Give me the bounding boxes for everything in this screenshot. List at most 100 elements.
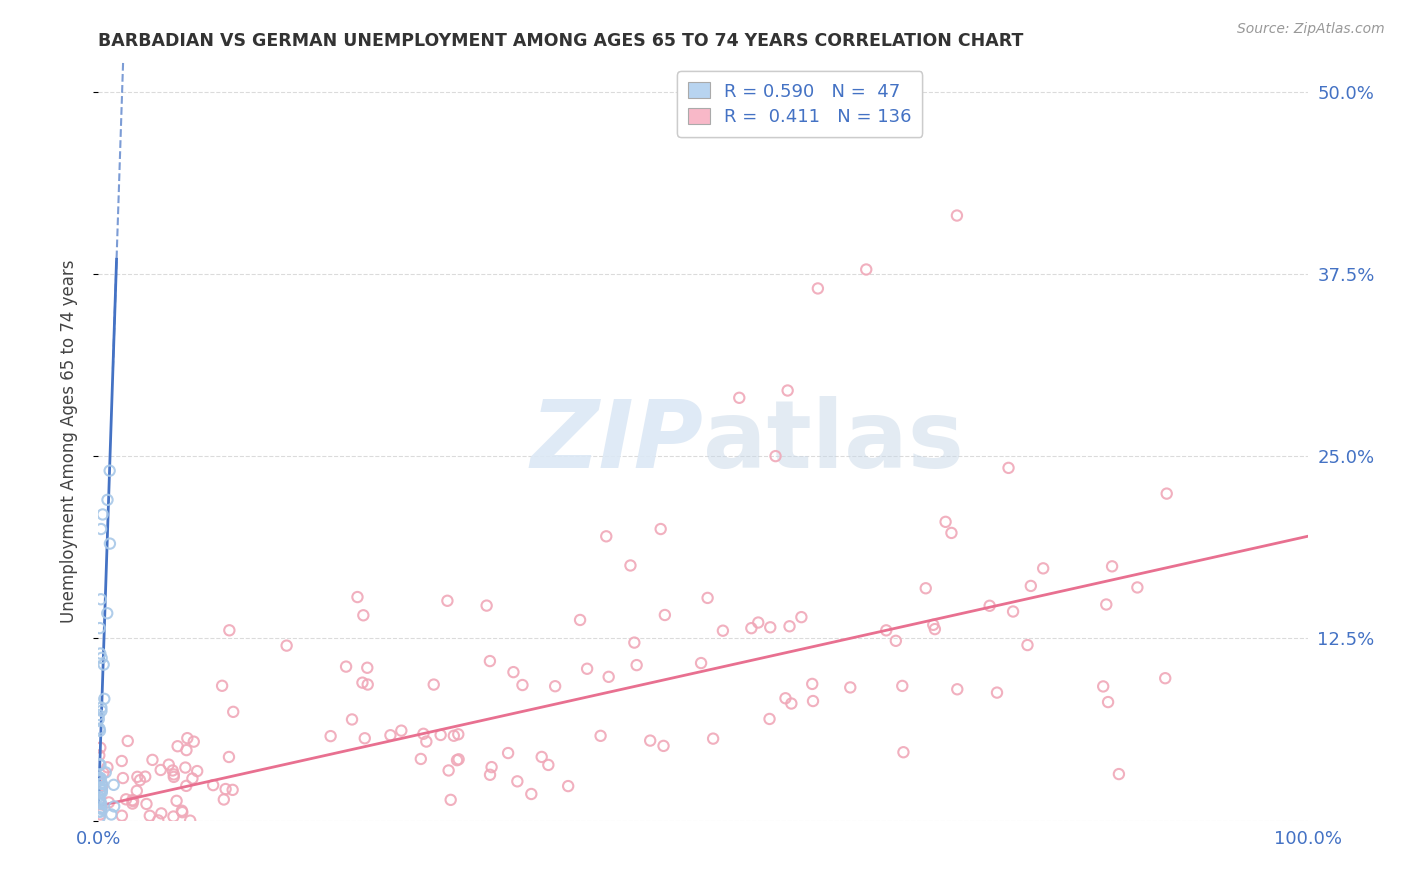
Point (1108, 767, 1130, 781)
Point (1095, 598, 1118, 612)
Point (946, 682, 969, 697)
Point (893, 745, 915, 759)
Point (537, 758, 560, 772)
Point (619, 558, 641, 573)
Point (443, 729, 465, 743)
Point (91, 777, 114, 791)
Point (855, 262, 877, 277)
Point (776, 384, 799, 398)
Point (89, 722, 111, 736)
Point (626, 658, 648, 673)
Point (98, 536, 121, 550)
Point (174, 779, 197, 793)
Point (89, 773, 111, 788)
Point (218, 750, 240, 764)
Point (1032, 561, 1054, 575)
Point (90, 782, 112, 797)
Point (429, 728, 451, 742)
Point (446, 753, 468, 767)
Point (569, 613, 592, 627)
Point (91, 782, 114, 797)
Point (87, 795, 110, 809)
Point (163, 770, 186, 784)
Point (222, 705, 245, 719)
Point (93, 765, 115, 780)
Point (1092, 680, 1115, 694)
Point (91, 508, 114, 522)
Point (595, 529, 617, 543)
Point (90, 592, 112, 607)
Point (90, 700, 112, 714)
Point (356, 661, 378, 675)
Point (141, 753, 163, 767)
Point (89, 757, 111, 772)
Point (89, 771, 111, 785)
Point (650, 522, 672, 536)
Y-axis label: Unemployment Among Ages 65 to 74 years: Unemployment Among Ages 65 to 74 years (59, 260, 77, 624)
Point (172, 805, 194, 820)
Point (89, 771, 111, 785)
Point (98, 464, 121, 478)
Point (1101, 559, 1123, 574)
Point (90, 704, 112, 718)
Point (90, 776, 112, 790)
Point (170, 804, 193, 818)
Point (90, 522, 112, 536)
Point (214, 782, 236, 797)
Point (758, 712, 780, 726)
Point (352, 608, 374, 623)
Point (125, 784, 148, 798)
Point (218, 624, 240, 638)
Point (924, 622, 946, 636)
Point (576, 662, 599, 676)
Point (89, 740, 111, 755)
Point (711, 624, 734, 638)
Point (111, 754, 134, 768)
Point (89, 757, 111, 772)
Point (1126, 581, 1149, 595)
Text: BARBADIAN VS GERMAN UNEMPLOYMENT AMONG AGES 65 TO 74 YEARS CORRELATION CHART: BARBADIAN VS GERMAN UNEMPLOYMENT AMONG A… (98, 32, 1024, 50)
Point (94, 765, 117, 780)
Point (1097, 695, 1119, 709)
Point (598, 670, 620, 684)
Point (690, 656, 713, 670)
Point (89, 807, 111, 822)
Point (352, 675, 374, 690)
Point (696, 591, 718, 605)
Point (212, 792, 235, 806)
Legend: R = 0.590   N =  47, R =  0.411   N = 136: R = 0.590 N = 47, R = 0.411 N = 136 (678, 71, 922, 136)
Point (790, 610, 813, 624)
Point (589, 729, 612, 743)
Point (346, 590, 368, 604)
Point (202, 778, 225, 792)
Point (89, 796, 111, 810)
Point (87, 805, 110, 819)
Point (179, 814, 201, 828)
Point (447, 752, 470, 766)
Point (89, 647, 111, 661)
Point (357, 677, 380, 691)
Point (129, 773, 152, 788)
Point (87, 772, 110, 787)
Point (174, 761, 197, 775)
Point (93, 657, 115, 672)
Point (97, 796, 120, 810)
Point (941, 525, 963, 540)
Point (96, 760, 118, 774)
Point (478, 654, 501, 668)
Point (162, 809, 184, 823)
Point (409, 752, 432, 766)
Point (914, 581, 936, 595)
Point (437, 764, 460, 778)
Point (801, 677, 824, 691)
Point (89, 810, 111, 824)
Point (111, 771, 134, 785)
Text: ZIP: ZIP (530, 395, 703, 488)
Point (176, 731, 198, 746)
Point (90, 797, 112, 811)
Point (623, 635, 645, 649)
Point (884, 633, 907, 648)
Point (979, 599, 1001, 613)
Point (166, 739, 188, 754)
Point (90, 802, 112, 816)
